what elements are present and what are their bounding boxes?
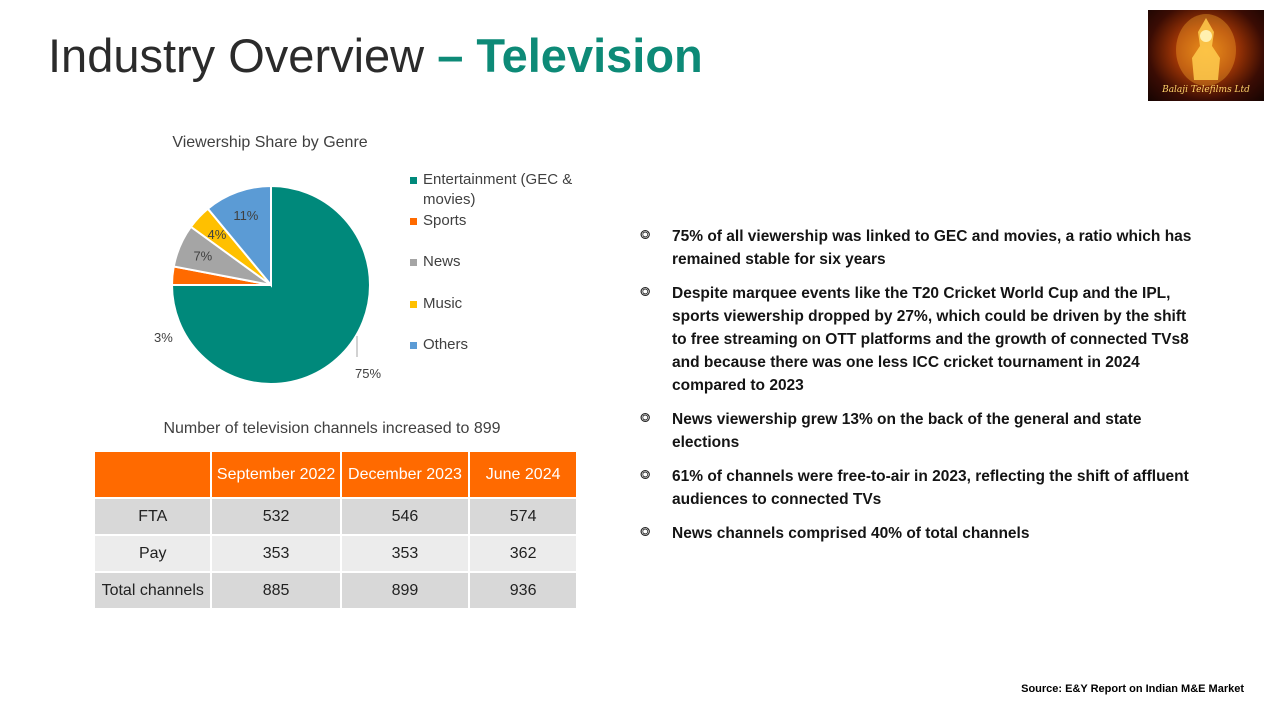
table-cell: 362: [468, 534, 578, 573]
legend-item-others: Others: [410, 335, 468, 355]
chart-title: Viewership Share by Genre: [172, 134, 368, 151]
pie-label-entertainment: 75%: [355, 366, 381, 381]
legend-swatch: [410, 301, 417, 308]
table-header-cell: June 2024: [468, 450, 578, 499]
legend-swatch: [410, 218, 417, 225]
table-header-cell: December 2023: [339, 450, 471, 499]
pie-label-news: 7%: [193, 249, 212, 264]
company-logo: Balaji Telefilms Ltd: [1148, 10, 1264, 101]
bullet-icon: ⭗: [640, 410, 651, 425]
table-header-row: September 2022 December 2023 June 2024: [92, 450, 578, 499]
list-item: ⭗ News channels comprised 40% of total ch…: [640, 522, 1200, 545]
channels-table: September 2022 December 2023 June 2024 F…: [92, 450, 578, 610]
table-header-cell: [92, 450, 213, 499]
bullet-icon: ⭗: [640, 467, 651, 482]
legend-swatch: [410, 177, 417, 184]
row-label: Total channels: [92, 571, 213, 610]
logo-text: Balaji Telefilms Ltd: [1162, 85, 1250, 95]
list-item-text: News channels comprised 40% of total cha…: [672, 525, 1030, 542]
page-title: Industry Overview – Television: [48, 26, 703, 86]
table-caption: Number of television channels increased …: [163, 420, 501, 437]
legend-item-music: Music: [410, 294, 462, 314]
legend-item-news: News: [410, 252, 461, 272]
bullet-icon: ⭗: [640, 524, 651, 539]
pie-label-sports: 3%: [154, 330, 173, 345]
table-cell: 546: [339, 497, 471, 536]
deity-emblem-icon: [1176, 14, 1236, 86]
list-item-text: 75% of all viewership was linked to GEC …: [672, 228, 1192, 268]
legend-item-sports: Sports: [410, 211, 466, 231]
table-cell: 353: [210, 534, 342, 573]
legend-label: Sports: [423, 212, 467, 229]
bullet-icon: ⭗: [640, 227, 651, 242]
table-cell: 885: [210, 571, 342, 610]
source-note: Source: E&Y Report on Indian M&E Market: [1021, 683, 1244, 695]
legend-item-entertainment: Entertainment (GEC & movies): [410, 170, 585, 210]
legend-swatch: [410, 259, 417, 266]
table-cell: 899: [339, 571, 471, 610]
pie-label-others: 11%: [233, 208, 258, 223]
pie-chart: 75% 3% 7% 4% 11%: [154, 184, 381, 385]
list-item: ⭗ 61% of channels were free-to-air in 202…: [640, 465, 1200, 511]
list-item: ⭗ 75% of all viewership was linked to GEC…: [640, 225, 1200, 271]
table-cell: 936: [468, 571, 578, 610]
list-item-text: News viewership grew 13% on the back of …: [672, 411, 1142, 451]
title-accent: – Television: [437, 29, 703, 82]
table-row: FTA 532 546 574: [92, 497, 578, 536]
table-row: Pay 353 353 362: [92, 534, 578, 573]
table-cell: 532: [210, 497, 342, 536]
row-label: FTA: [92, 497, 213, 536]
pie-label-music: 4%: [207, 227, 226, 242]
legend-label: Others: [423, 336, 469, 353]
table-cell: 574: [468, 497, 578, 536]
legend-label: News: [423, 253, 461, 270]
row-label: Pay: [92, 534, 213, 573]
legend-swatch: [410, 342, 417, 349]
list-item: ⭗ Despite marquee events like the T20 Cri…: [640, 282, 1200, 397]
pie-slice-others: [206, 184, 272, 288]
list-item-text: Despite marquee events like the T20 Cric…: [672, 285, 1189, 394]
legend-label: Music: [423, 295, 463, 312]
key-points-list: ⭗ 75% of all viewership was linked to GEC…: [640, 225, 1200, 556]
table-row: Total channels 885 899 936: [92, 571, 578, 610]
bullet-icon: ⭗: [640, 284, 651, 299]
table-header-cell: September 2022: [210, 450, 342, 499]
legend-label: Entertainment (GEC & movies): [423, 171, 573, 208]
list-item-text: 61% of channels were free-to-air in 2023…: [672, 468, 1189, 508]
table-cell: 353: [339, 534, 471, 573]
title-main: Industry Overview: [48, 29, 438, 82]
list-item: ⭗ News viewership grew 13% on the back of…: [640, 408, 1200, 454]
